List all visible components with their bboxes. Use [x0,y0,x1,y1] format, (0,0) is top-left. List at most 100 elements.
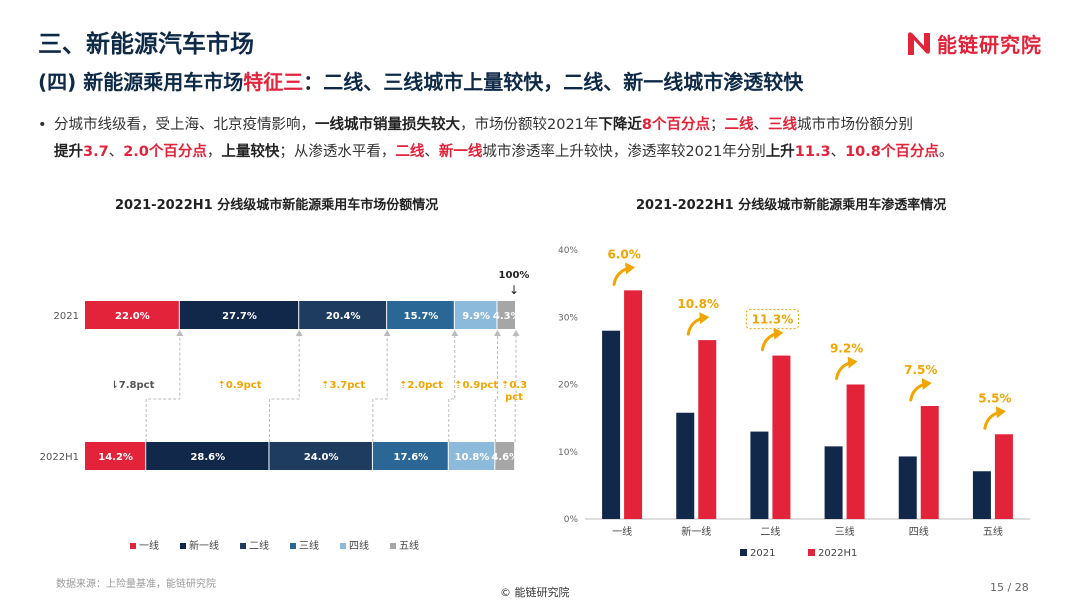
summary-part: 。 [938,144,954,160]
bullet-dot: • [38,117,47,133]
share-legend-swatch [290,543,296,549]
summary-part: 城市渗透率上升较快，渗透率较2021年分别 [482,144,766,160]
share-legend-swatch [240,543,246,549]
penetration-increase-arrowhead [995,406,1006,419]
share-connector-line [268,335,300,442]
page-number: 15 / 28 [990,581,1029,594]
share-bar-segment [146,442,269,470]
penetration-category-label: 新一线 [681,525,711,538]
summary-part: 、 [424,144,439,160]
summary-part: 、 [830,144,846,160]
summary-red: 10.8个百分点 [845,144,939,160]
share-connector-line [448,335,456,442]
summary-red: 11.3 [794,144,831,160]
summary-part: 、 [108,144,124,160]
share-bar-segment [269,442,372,470]
summary-text: 分城市线级看，受上海、北京疫情影响，一线城市销量损失较大，市场份额较2021年下… [54,112,1068,166]
summary-bold: 上量较快 [221,144,280,160]
share-bar-segment [85,442,146,470]
share-bar-segment [454,301,497,329]
share-bar-segment [179,301,299,329]
share-legend-label: 一线 [139,539,159,552]
summary-bold: 上升 [765,144,795,160]
brand-logo-icon [908,32,930,55]
penetration-increase-label: 6.0% [607,247,640,261]
penetration-increase-arrowhead [921,378,932,391]
share-legend-label: 二线 [249,539,269,552]
summary-red: 三线 [768,117,797,133]
summary-red: 8个百分点 [641,117,710,133]
penetration-bar [602,330,621,519]
share-change-label: ⇂7.8pct [110,380,154,391]
share-connector-arrowhead [451,330,459,336]
share-category-label: 2022H1 [40,452,79,463]
penetration-increase-label: 7.5% [904,363,937,377]
share-total-arrow: ↓ [509,283,519,297]
share-legend-swatch [340,543,346,549]
subtitle: (四) 新能源乘用车市场特征三：二线、三线城市上量较快，二线、新一线城市渗透较快 [38,66,803,95]
penetration-category-label: 一线 [612,525,632,538]
share-change-label: ⇡0.9pct [218,380,262,391]
share-data-label: 24.0% [304,452,339,463]
share-bar-segment [299,301,387,329]
penetration-bar [898,456,917,519]
summary-red: 2.0个百分点 [123,144,207,160]
penetration-increase-label: 9.2% [830,342,863,356]
penetration-bar [920,406,939,519]
summary-part: ；从渗透水平看， [279,144,396,160]
share-change-label: ⇡0.9pct [454,380,498,391]
penetration-legend-label: 2022H1 [818,548,857,559]
penetration-highlight-box [745,309,799,330]
penetration-category-label: 五线 [983,525,1003,538]
penetration-ytick-label: 0% [564,515,579,525]
subtitle-prefix: (四) 新能源乘用车市场 [38,70,244,94]
share-change-label: ⇡2.0pct [399,380,443,391]
penetration-bar [772,355,791,519]
share-connector-arrowhead [493,330,501,336]
share-connector-line [372,335,388,442]
penetration-bar [846,384,865,519]
share-legend-swatch [130,543,136,549]
summary-red: 3.7 [83,144,109,160]
summary-red: 二线 [724,117,754,133]
share-data-label: 10.8% [455,452,490,463]
penetration-bar [676,412,695,519]
penetration-increase-label: 5.5% [978,391,1011,405]
penetration-increase-label: 11.3% [752,313,794,327]
share-bar-segment [372,442,448,470]
share-chart-title: 2021-2022H1 分线级城市新能源乘用车市场份额情况 [115,198,439,213]
penetration-bar [994,434,1013,519]
subtitle-suffix: ：二线、三线城市上量较快，二线、新一线城市渗透较快 [303,70,804,94]
share-bar-segment [387,301,454,329]
summary-bold: 一线城市销量损失较大 [315,117,460,133]
share-connector-arrowhead [295,330,303,336]
share-data-label: 4.3% [493,311,521,322]
summary-part: ； [710,117,725,133]
share-total-label: 100% [499,270,530,281]
summary-part: 城市市场份额分别 [797,117,913,133]
subtitle-highlight: 特征三 [243,70,304,94]
penetration-ytick-label: 20% [558,381,578,391]
penetration-legend-label: 2021 [750,548,775,559]
share-data-label: 27.7% [222,311,257,322]
penetration-chart-title: 2021-2022H1 分线级城市新能源乘用车渗透率情况 [636,198,947,213]
share-connector-arrowhead [176,330,184,336]
summary-red: 新一线 [438,144,483,160]
share-legend-label: 四线 [349,539,369,552]
penetration-bar [750,431,769,519]
penetration-category-label: 二线 [760,525,780,538]
penetration-ytick-label: 40% [558,246,578,256]
share-change-label: ⇡0.3 pct [501,380,527,403]
share-category-label: 2021 [54,311,79,322]
share-bar-segment [448,442,495,470]
penetration-increase-label: 10.8% [677,297,719,311]
share-legend-label: 新一线 [189,539,219,552]
brand: 能链研究院 [905,26,1042,60]
share-data-label: 17.6% [393,452,428,463]
penetration-bar [624,290,643,519]
penetration-bar [972,471,991,519]
share-connector-line [494,335,498,442]
penetration-category-label: 四线 [909,525,929,538]
summary-bold: 提升 [54,144,83,160]
